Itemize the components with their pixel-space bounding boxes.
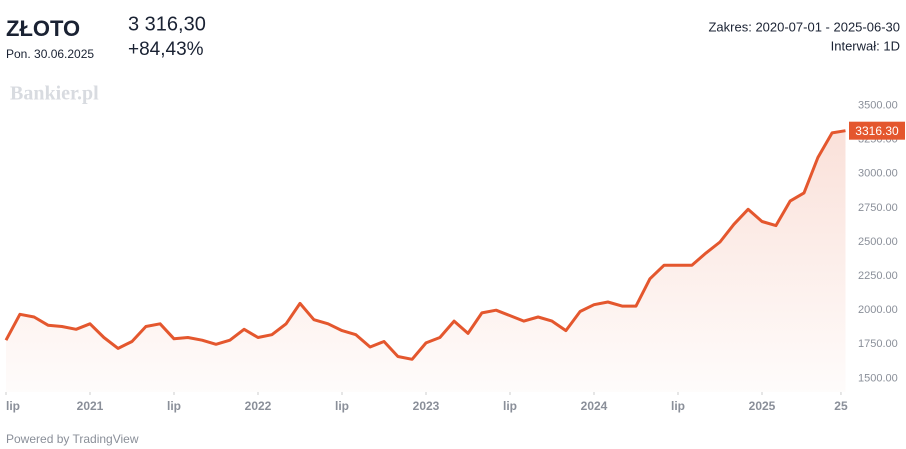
interval: Interwał: 1D	[831, 38, 900, 53]
y-tick-label: 1750.00	[858, 338, 898, 350]
y-tick-label: 1500.00	[858, 372, 898, 384]
x-tick-label: 2023	[413, 399, 440, 413]
price: 3 316,30	[128, 13, 206, 35]
watermark: Bankier.pl	[10, 83, 99, 105]
change: +84,43%	[128, 39, 204, 60]
footer: Powered by TradingView	[6, 432, 139, 446]
y-tick-label: 3000.00	[858, 168, 898, 180]
x-tick-label: 2022	[245, 399, 272, 413]
x-tick-label: lip	[503, 399, 517, 413]
y-tick-label: 2250.00	[858, 270, 898, 282]
y-tick-label: 2000.00	[858, 304, 898, 316]
x-tick-label: 2021	[77, 399, 104, 413]
line	[4, 129, 846, 361]
last-price-label: 3316.30	[855, 124, 899, 138]
x-tick-label: 2025	[749, 399, 776, 413]
x-tick-label: lip	[335, 399, 349, 413]
x-tick-label: lip	[6, 399, 20, 413]
area	[6, 130, 846, 392]
x-tick-label: 2024	[581, 399, 608, 413]
y-tick-label: 3500.00	[858, 100, 898, 112]
x-tick-label: lip	[167, 399, 181, 413]
x-tick-label: 25	[834, 399, 848, 413]
chart-title: ZŁOTO	[6, 16, 80, 41]
x-tick-label: lip	[671, 399, 685, 413]
subtitle: Pon. 30.06.2025	[6, 47, 94, 61]
y-tick-label: 2500.00	[858, 236, 898, 248]
y-tick-label: 2750.00	[858, 202, 898, 214]
last-price-box	[849, 121, 905, 140]
range: Zakres: 2020-07-01 - 2025-06-30	[708, 19, 900, 34]
